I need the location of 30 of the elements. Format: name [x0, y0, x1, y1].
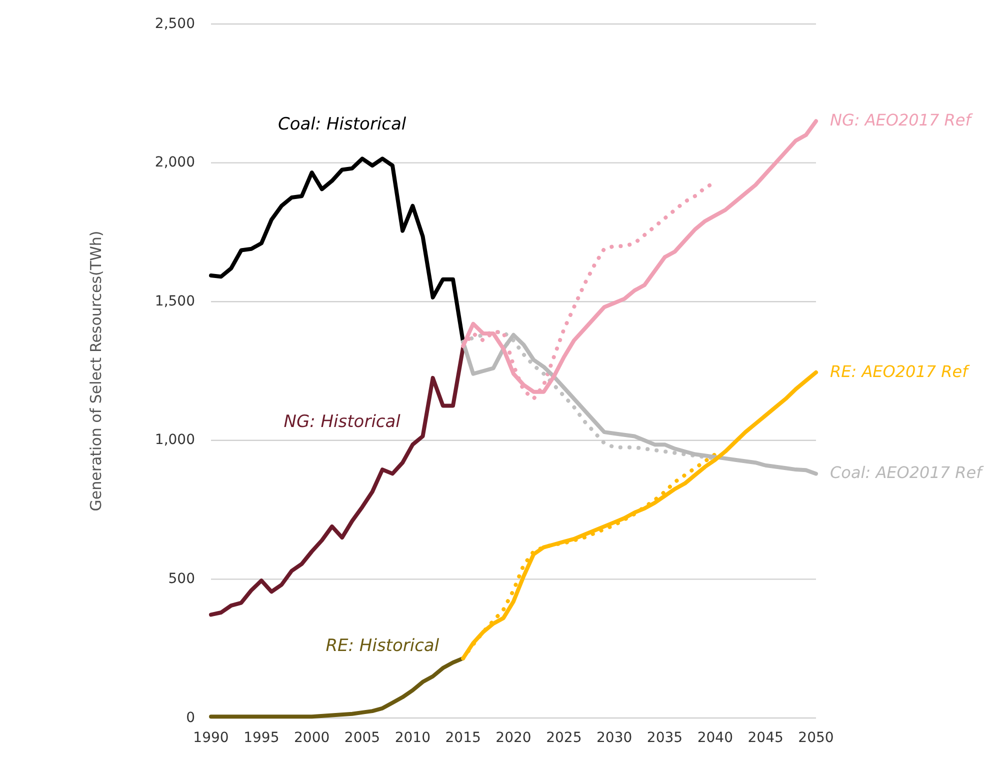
line-series	[461, 332, 818, 476]
y-tick-label: 1,500	[154, 293, 195, 310]
line-series	[209, 345, 466, 617]
x-tick-label: 1995	[244, 730, 280, 746]
y-tick-label: 1,000	[154, 432, 195, 448]
series-label: Coal: AEO2017 Ref	[830, 463, 984, 482]
line-series	[209, 156, 466, 344]
y-tick-label: 2,500	[154, 16, 195, 32]
y-tick-label: 2,000	[154, 154, 195, 171]
x-tick-label: 2045	[748, 730, 784, 746]
x-tick-label: 2015	[445, 730, 481, 746]
x-tick-label: 2030	[596, 730, 632, 746]
line-series	[209, 656, 466, 719]
series-label: RE: AEO2017 Ref	[830, 362, 970, 381]
x-tick-label: 2020	[496, 730, 532, 746]
series-label: RE: Historical	[326, 636, 440, 656]
series-label: Coal: Historical	[278, 114, 406, 134]
x-tick-label: 2025	[546, 730, 582, 746]
series-label: NG: Historical	[284, 412, 401, 432]
x-tick-label: 2005	[344, 730, 380, 746]
x-tick-label: 2010	[394, 730, 430, 746]
x-tick-label: 2050	[798, 730, 834, 746]
x-tick-label: 2035	[646, 730, 683, 746]
series-label: NG: AEO2017 Ref	[830, 110, 974, 130]
y-tick-label: 0	[186, 710, 195, 726]
y-tick-label: 500	[168, 571, 195, 588]
x-tick-label: 1990	[193, 730, 229, 746]
x-tick-label: 2040	[697, 730, 733, 746]
x-tick-label: 2000	[294, 730, 330, 746]
y-axis-title: Generation of Select Resources(TWh)	[87, 230, 105, 512]
